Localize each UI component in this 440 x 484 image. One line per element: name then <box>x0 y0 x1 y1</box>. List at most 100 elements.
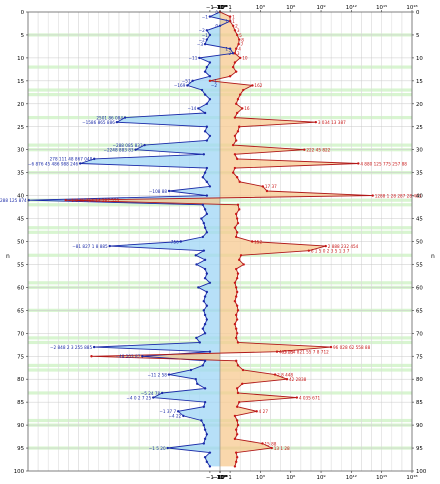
y-tick-label: 20 <box>416 102 423 108</box>
data-point-negative <box>208 465 212 468</box>
y-tick-label: 15 <box>17 79 24 85</box>
data-point-positive <box>241 382 244 385</box>
point-label: 2 888 232 454 <box>328 244 359 249</box>
y-tick-label: 50 <box>416 240 423 246</box>
point-label: −1 37 7 <box>159 409 176 414</box>
data-point-positive <box>295 396 299 399</box>
point-label: −81 827 1 8 885 <box>72 244 108 249</box>
y-tick-label: 90 <box>416 423 423 429</box>
data-point-positive <box>238 180 241 184</box>
data-point-positive <box>228 19 232 23</box>
data-point-negative <box>167 373 171 376</box>
data-point-negative <box>203 400 207 404</box>
data-point-positive <box>228 15 232 18</box>
point-label: 1288 1 28 287 28 483 <box>375 193 422 198</box>
data-point-positive <box>371 194 374 197</box>
point-label: −169 <box>174 83 186 88</box>
point-label: −11 <box>189 56 198 61</box>
data-point-positive <box>241 368 245 372</box>
point-label: 7 <box>241 42 244 47</box>
data-point-negative <box>208 350 212 353</box>
data-point-negative <box>205 38 209 41</box>
x-tick-label: −10¹² <box>212 474 228 481</box>
data-point-negative <box>208 75 212 78</box>
data-point-positive <box>235 33 239 37</box>
y-tick-label: 35 <box>416 171 423 177</box>
data-point-positive <box>235 387 239 390</box>
data-point-negative <box>205 460 209 464</box>
data-point-negative <box>205 29 209 32</box>
data-point-negative <box>208 451 212 454</box>
data-point-positive <box>234 139 238 142</box>
data-point-negative <box>160 391 164 395</box>
data-point-positive <box>236 309 240 312</box>
data-point-positive <box>273 373 277 376</box>
point-label: −6 876 45 486 988 246 <box>28 161 78 166</box>
data-point-positive <box>265 189 269 193</box>
data-point-positive <box>235 217 239 220</box>
x-tick-label: 10¹⁸ <box>406 4 417 11</box>
data-point-negative <box>202 221 206 225</box>
data-point-negative <box>152 396 155 399</box>
data-point-negative <box>92 345 96 349</box>
data-point-positive <box>233 437 237 441</box>
positive-series-line <box>65 11 373 467</box>
point-label: 1 <box>232 14 235 19</box>
data-point-positive <box>235 456 239 459</box>
point-label: 16 <box>244 106 250 111</box>
data-point-negative <box>205 433 209 436</box>
data-point-positive <box>231 143 235 147</box>
x-tick-label: −1 <box>206 475 214 481</box>
data-point-positive <box>303 148 306 151</box>
data-point-negative <box>182 414 185 418</box>
data-point-negative <box>208 281 212 285</box>
data-point-positive <box>234 212 238 216</box>
data-point-negative <box>202 249 206 252</box>
data-point-positive <box>236 203 240 206</box>
y-tick-label: 95 <box>416 446 423 452</box>
x-tick-label: −10⁶ <box>213 4 227 11</box>
data-point-positive <box>234 267 238 271</box>
data-point-positive <box>231 65 235 69</box>
data-point-positive <box>234 451 238 454</box>
data-point-negative <box>203 226 207 229</box>
y-tick-label: 10 <box>416 56 423 62</box>
point-label: −288 085 833 <box>112 143 142 148</box>
x-tick-label: −10¹⁸ <box>212 4 228 11</box>
x-tick-label: −10¹² <box>212 4 228 11</box>
data-point-negative <box>205 125 209 128</box>
point-label: −11 2 58 <box>147 372 167 377</box>
data-point-positive <box>238 400 241 404</box>
positive-series-path <box>65 11 373 467</box>
data-point-negative <box>203 111 207 115</box>
y-tick-label: 5 <box>21 33 24 39</box>
data-point-negative <box>201 203 205 206</box>
data-point-negative <box>208 98 212 101</box>
point-label: −1 <box>202 33 209 38</box>
y-tick-label: 50 <box>17 240 24 246</box>
y-tick-label: 65 <box>17 308 24 314</box>
data-point-positive <box>234 428 238 431</box>
data-point-positive <box>239 254 243 257</box>
y-tick-label: 95 <box>17 446 24 452</box>
x-tick-label: −10³ <box>213 4 227 11</box>
data-point-positive <box>236 130 240 133</box>
data-point-positive <box>357 162 360 165</box>
data-point-negative <box>203 208 207 211</box>
data-point-negative <box>208 15 212 18</box>
data-point-positive <box>236 221 240 225</box>
data-point-positive <box>236 391 240 395</box>
data-point-negative <box>143 143 146 147</box>
point-label: 435 95 <box>279 349 294 354</box>
y-tick-label: 75 <box>17 354 24 360</box>
data-point-positive <box>238 125 241 128</box>
point-label: −1 8 46 754 14 287 553 <box>68 198 120 203</box>
data-point-negative <box>176 410 180 413</box>
data-point-negative <box>203 313 207 317</box>
data-point-negative <box>202 153 206 156</box>
data-point-negative <box>194 254 197 257</box>
x-tick-label: 1 <box>228 475 231 481</box>
y-tick-label: 0 <box>416 10 420 16</box>
data-point-positive <box>314 120 318 124</box>
data-point-negative <box>179 240 183 243</box>
